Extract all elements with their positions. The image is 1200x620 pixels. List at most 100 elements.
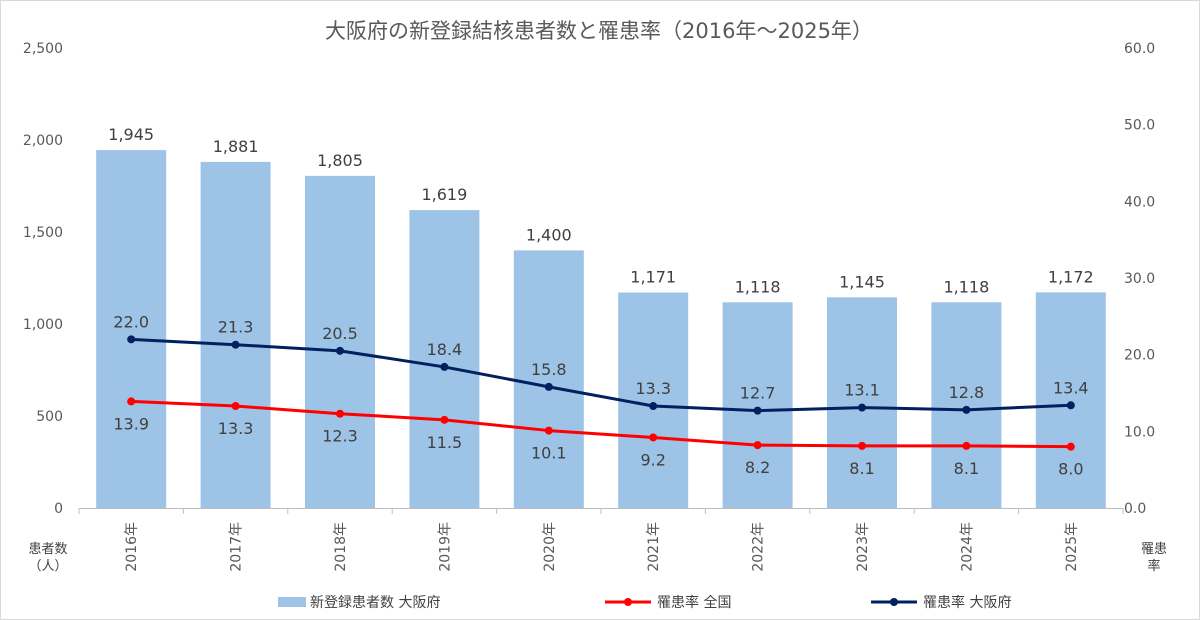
- y-left-tick-label-3: 1,500: [23, 225, 63, 241]
- national-rate-point-6: [753, 441, 762, 450]
- osaka-rate-point-5: [649, 402, 658, 411]
- national-rate-label-7: 8.1: [849, 459, 874, 478]
- national-rate-label-8: 8.1: [954, 459, 979, 478]
- osaka-rate-label-8: 12.8: [949, 383, 985, 402]
- national-rate-label-2: 12.3: [322, 427, 358, 446]
- osaka-rate-label-2: 20.5: [322, 324, 358, 343]
- bar-value-label-8: 1,118: [943, 277, 989, 296]
- right-axis-title: 罹患 率: [1141, 542, 1167, 574]
- osaka-rate-label-5: 13.3: [635, 379, 671, 398]
- national-rate-label-0: 13.9: [113, 414, 149, 433]
- right-axis-title-line-2: 率: [1147, 558, 1160, 574]
- national-rate-point-0: [127, 397, 136, 406]
- bar-value-label-6: 1,118: [735, 277, 781, 296]
- bar-value-label-2: 1,805: [317, 151, 363, 170]
- national-rate-point-5: [649, 433, 658, 442]
- y-right-tick-label-1: 10.0: [1124, 424, 1155, 440]
- osaka-rate-point-8: [962, 405, 971, 414]
- y-left-tick-label-0: 0: [54, 501, 63, 517]
- bar-value-label-5: 1,171: [630, 268, 676, 287]
- y-left-tick-label-4: 2,000: [23, 133, 63, 149]
- national-rate-label-3: 11.5: [427, 433, 463, 452]
- x-tick-label-5: 2021年: [646, 522, 662, 572]
- osaka-rate-point-9: [1066, 401, 1075, 410]
- bar-value-label-7: 1,145: [839, 272, 885, 291]
- x-tick-label-0: 2016年: [124, 522, 140, 572]
- bar-0: [96, 150, 167, 508]
- osaka-rate-label-3: 18.4: [427, 340, 463, 359]
- left-axis-title: 患者数 （人）: [28, 542, 67, 574]
- y-left-tick-label-5: 2,500: [23, 41, 63, 57]
- bar-6: [722, 302, 793, 508]
- bar-1: [200, 161, 271, 508]
- bar-7: [827, 297, 897, 508]
- national-rate-point-4: [544, 426, 553, 435]
- osaka-rate-point-6: [753, 406, 762, 415]
- y-right-tick-label-3: 30.0: [1124, 271, 1155, 287]
- bar-9: [1035, 292, 1106, 508]
- chart-title: 大阪府の新登録結核患者数と罹患率（2016年～2025年）: [325, 19, 873, 43]
- osaka-rate-label-0: 22.0: [113, 312, 149, 331]
- bar-3: [409, 210, 480, 508]
- osaka-rate-label-6: 12.7: [740, 384, 776, 403]
- legend-label-bar: 新登録患者数 大阪府: [310, 595, 440, 611]
- bar-value-label-4: 1,400: [526, 225, 572, 244]
- x-tick-label-9: 2025年: [1064, 522, 1080, 572]
- line-series-layer: [127, 335, 1075, 451]
- national-rate-label-6: 8.2: [745, 458, 770, 477]
- y-left-tick-label-1: 500: [36, 409, 63, 425]
- right-axis-title-line-1: 罹患: [1141, 542, 1167, 557]
- osaka-rate-point-2: [336, 346, 344, 355]
- x-tick-label-3: 2019年: [437, 522, 453, 572]
- osaka-rate-label-9: 13.4: [1053, 378, 1089, 397]
- national-rate-point-1: [231, 402, 240, 411]
- national-rate-label-1: 13.3: [218, 419, 254, 438]
- legend-swatch-bar: [278, 597, 306, 607]
- national-rate-label-5: 9.2: [640, 450, 665, 469]
- bar-series-layer: [96, 150, 1106, 508]
- national-rate-point-9: [1066, 442, 1075, 451]
- legend-swatch-osaka-marker: [890, 598, 898, 606]
- osaka-rate-label-4: 15.8: [531, 360, 567, 379]
- bar-value-label-1: 1,881: [213, 137, 259, 156]
- national-rate-line: [129, 399, 1073, 449]
- bar-value-label-0: 1,945: [108, 125, 154, 144]
- x-tick-label-2: 2018年: [333, 522, 349, 572]
- bar-4: [513, 250, 584, 508]
- osaka-rate-label-7: 13.1: [844, 381, 880, 400]
- legend: 新登録患者数 大阪府 罹患率 全国 罹患率 大阪府: [278, 594, 1011, 611]
- x-tick-label-7: 2023年: [855, 522, 871, 572]
- data-labels-layer: 1,945 1,881 1,805 1,619 1,400 1,171 1,118 1,145…: [108, 125, 1093, 479]
- y-right-tick-label-6: 60.0: [1124, 41, 1155, 57]
- national-rate-label-9: 8.0: [1058, 460, 1083, 479]
- y-right-tick-label-2: 20.0: [1124, 348, 1155, 364]
- bar-2: [305, 175, 375, 508]
- osaka-rate-point-3: [440, 362, 449, 371]
- legend-label-national: 罹患率 全国: [657, 594, 731, 611]
- osaka-rate-point-7: [858, 403, 866, 412]
- left-axis-title-line-1: 患者数: [28, 542, 67, 557]
- x-tick-label-8: 2024年: [959, 522, 975, 572]
- y-right-tick-label-4: 40.0: [1124, 194, 1155, 210]
- legend-swatch-national-marker: [624, 598, 632, 606]
- bar-value-label-3: 1,619: [421, 185, 467, 204]
- national-rate-label-4: 10.1: [531, 444, 567, 463]
- national-rate-point-2: [336, 409, 344, 418]
- x-tick-label-6: 2022年: [751, 522, 767, 572]
- x-tick-label-1: 2017年: [229, 522, 245, 572]
- national-rate-point-8: [962, 441, 971, 450]
- osaka-rate-line: [129, 337, 1073, 413]
- x-tick-label-4: 2020年: [542, 522, 558, 572]
- y-right-tick-label-0: 0.0: [1124, 501, 1146, 517]
- national-rate-point-7: [858, 441, 866, 450]
- bar-8: [931, 302, 1002, 508]
- legend-label-osaka: 罹患率 大阪府: [923, 594, 1011, 611]
- left-axis-title-line-2: （人）: [28, 559, 67, 574]
- national-rate-point-3: [440, 415, 449, 424]
- y-right-tick-label-5: 50.0: [1124, 118, 1155, 134]
- osaka-rate-point-4: [544, 382, 553, 391]
- osaka-rate-point-1: [231, 340, 240, 349]
- bar-value-label-9: 1,172: [1048, 267, 1094, 286]
